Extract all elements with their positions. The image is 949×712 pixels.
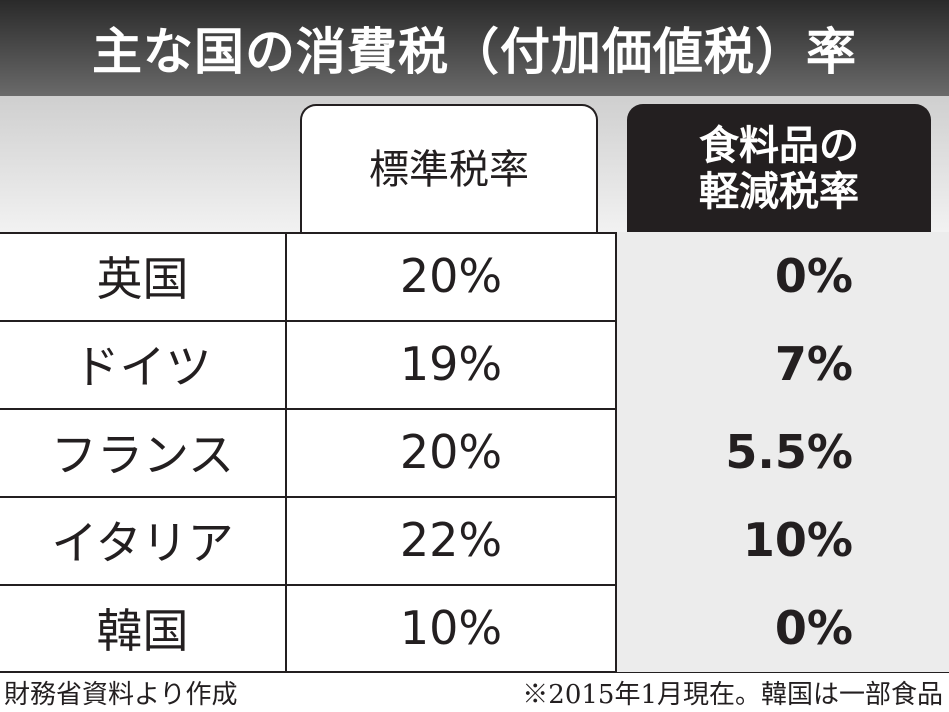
country-name: 英国	[96, 252, 189, 306]
rate-cell: 0%	[615, 232, 949, 320]
header-line: 食料品の	[699, 122, 859, 169]
country-name: イタリア	[51, 516, 234, 570]
table: 英国 20% 0% ドイツ 19% 7% フランス 20% 5.5% イタリア 22% 10% 韓国 10…	[0, 232, 949, 673]
country: ドイツ	[0, 320, 285, 408]
rate-value: 7%	[774, 337, 853, 391]
country: イタリア	[0, 496, 285, 584]
table-row: フランス 20% 5.5%	[0, 408, 949, 498]
source-note: 財務省資料より作成	[4, 680, 238, 710]
rate-value: 0%	[774, 601, 853, 655]
country-name: 韓国	[96, 604, 189, 658]
rate-cell: 0%	[615, 584, 949, 672]
country: 英国	[0, 232, 285, 320]
country-name: フランス	[50, 428, 235, 482]
rate-cell: 10%	[285, 584, 615, 672]
rate-cell: 10%	[615, 496, 949, 584]
rate-value: 10%	[399, 601, 503, 655]
rate-value: 5.5%	[725, 425, 853, 479]
table-row: ドイツ 19% 7%	[0, 320, 949, 410]
rate-value: 22%	[399, 513, 503, 567]
country: 韓国	[0, 584, 285, 672]
rate-value: 10%	[742, 513, 853, 567]
rate-cell: 20%	[285, 408, 615, 496]
column-header: 標準税率	[300, 104, 598, 233]
header-line: 軽減税率	[699, 168, 859, 215]
rate-cell: 7%	[615, 320, 949, 408]
rate-value: 19%	[399, 337, 503, 391]
country: フランス	[0, 408, 285, 496]
rate-cell: 22%	[285, 496, 615, 584]
country-name: ドイツ	[73, 340, 212, 394]
column-header: 食料品の 軽減税率	[627, 104, 931, 233]
table-row: 英国 20% 0%	[0, 232, 949, 322]
table-row: 韓国 10% 0%	[0, 584, 949, 672]
footnote: ※2015年1月現在。韓国は一部食品	[522, 680, 943, 710]
rate-cell: 5.5%	[615, 408, 949, 496]
rate-value: 20%	[399, 425, 503, 479]
rate-cell: 19%	[285, 320, 615, 408]
title: 主な国の消費税（付加価値税）率	[0, 0, 949, 96]
rate-value: 20%	[399, 249, 503, 303]
table-row: イタリア 22% 10%	[0, 496, 949, 586]
rate-value: 0%	[774, 249, 853, 303]
header-line: 標準税率	[369, 146, 529, 193]
rate-cell: 20%	[285, 232, 615, 320]
